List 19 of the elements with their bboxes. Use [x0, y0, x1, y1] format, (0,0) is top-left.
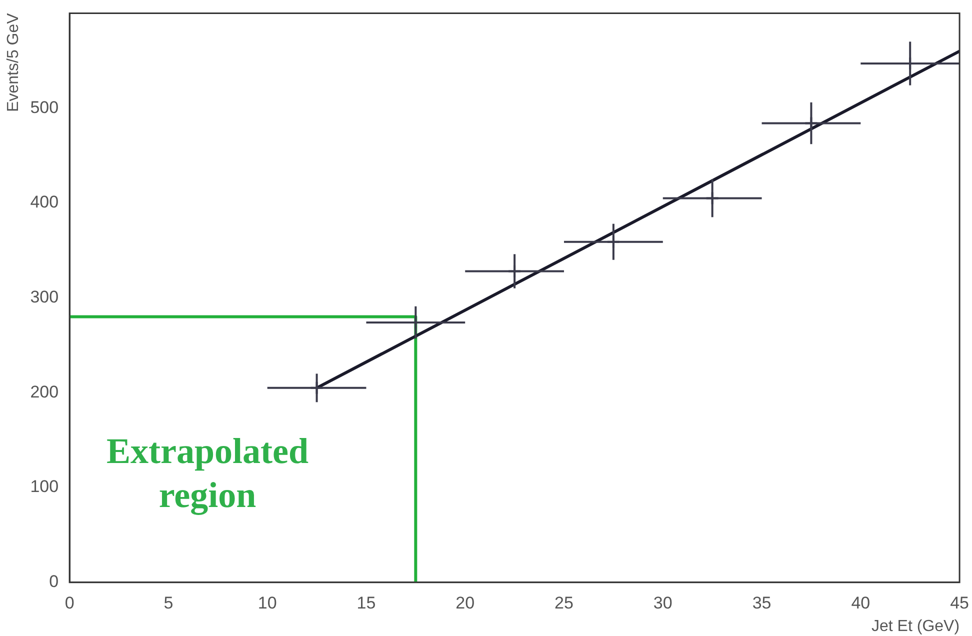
- y-tick-label: 200: [30, 382, 59, 402]
- y-axis-title: Events/5 GeV: [5, 12, 22, 112]
- annotation: Extrapolated region: [106, 430, 309, 515]
- x-tick-label: 5: [164, 593, 174, 612]
- x-tick-label: 45: [950, 593, 970, 612]
- y-tick-label: 500: [30, 98, 59, 117]
- y-tick-label: 0: [49, 572, 59, 592]
- y-tick-label: 400: [30, 192, 59, 212]
- x-tick-label: 30: [653, 593, 672, 612]
- x-tick-label: 10: [258, 593, 277, 612]
- x-tick-label: 35: [752, 593, 772, 612]
- y-tick-label: 300: [30, 287, 59, 306]
- x-axis-title: Jet Et (GeV): [872, 618, 960, 635]
- x-tick-label: 20: [456, 593, 475, 612]
- x-tick-label: 15: [356, 593, 376, 612]
- x-tick-label: 40: [851, 593, 870, 612]
- x-tick-label: 25: [554, 593, 574, 612]
- x-tick-label: 0: [64, 593, 74, 612]
- y-tick-label: 100: [30, 477, 59, 496]
